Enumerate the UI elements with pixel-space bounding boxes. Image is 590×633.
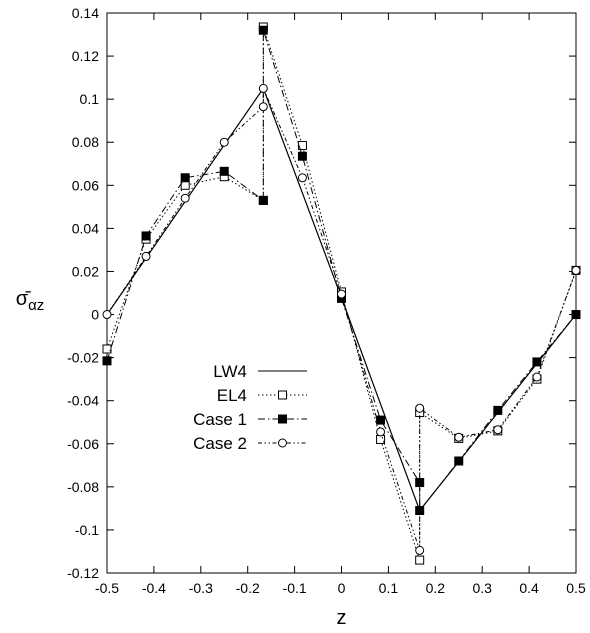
y-axis-label-subscript: αz — [28, 297, 44, 314]
x-tick-label: 0 — [338, 580, 346, 596]
data-point — [258, 195, 268, 205]
data-point — [454, 432, 464, 442]
data-point — [141, 231, 151, 241]
data-point — [258, 25, 268, 35]
legend-label: Case 1 — [193, 410, 247, 429]
data-point — [258, 102, 268, 112]
data-point — [376, 427, 386, 437]
legend-marker — [278, 390, 287, 400]
data-point — [493, 425, 503, 435]
x-tick-label: -0.1 — [283, 580, 307, 596]
y-tick-label: 0.02 — [72, 263, 99, 279]
y-tick-label: -0.12 — [67, 565, 99, 581]
series-line — [106, 26, 577, 561]
data-point — [571, 265, 581, 275]
data-point — [337, 289, 346, 299]
y-tick-label: -0.08 — [67, 479, 99, 495]
data-point — [102, 310, 112, 320]
data-point — [297, 151, 307, 161]
series-line — [106, 88, 577, 551]
y-tick-label: 0.1 — [80, 91, 100, 107]
legend-item: LW4 — [213, 362, 307, 381]
x-tick-label: -0.3 — [189, 580, 213, 596]
data-point — [415, 545, 425, 555]
series-layer — [102, 22, 581, 565]
data-point — [297, 140, 307, 150]
y-tick-label: 0.06 — [72, 177, 99, 193]
legend: LW4 EL4 Case 1 Case 2 — [193, 362, 307, 453]
series-case-2 — [102, 83, 581, 555]
y-tick-label: -0.06 — [67, 436, 99, 452]
series-case-1 — [102, 25, 581, 516]
legend-label: LW4 — [213, 362, 247, 381]
data-point — [415, 555, 425, 565]
data-point — [454, 456, 464, 466]
data-point — [297, 173, 307, 183]
x-tick-label: 0.5 — [566, 580, 586, 596]
y-tick-label: 0.04 — [72, 220, 99, 236]
y-axis-label: σ̄αz — [16, 288, 45, 314]
legend-item: EL4 — [217, 386, 307, 405]
legend-marker — [278, 414, 287, 424]
x-tick-label: 0.2 — [426, 580, 446, 596]
legend-marker — [278, 438, 287, 448]
x-tick-label: 0.1 — [379, 580, 399, 596]
data-point — [415, 478, 425, 488]
data-point — [415, 506, 425, 516]
x-tick-label: 0.4 — [519, 580, 539, 596]
data-point — [532, 372, 542, 382]
axis-ticks: -0.5 -0.4 -0.3 -0.2 -0.1 0 0.1 0.2 0.3 0.4 0.5 -0.1… — [67, 5, 586, 596]
data-point — [493, 405, 503, 415]
data-point — [532, 357, 542, 367]
data-point — [376, 434, 386, 444]
legend-item: Case 2 — [193, 434, 307, 453]
x-tick-label: -0.4 — [142, 580, 166, 596]
data-point — [219, 137, 229, 147]
series-line — [106, 30, 577, 512]
y-tick-label: 0.12 — [72, 48, 99, 64]
data-point — [102, 356, 112, 366]
legend-label: EL4 — [217, 386, 247, 405]
data-point — [180, 193, 190, 203]
y-tick-label: -0.04 — [67, 393, 99, 409]
data-point — [258, 83, 268, 93]
data-point — [415, 403, 425, 413]
x-axis-label: z — [337, 607, 347, 629]
data-point — [376, 415, 386, 425]
y-tick-label: 0.08 — [72, 134, 99, 150]
x-tick-label: -0.2 — [236, 580, 260, 596]
y-tick-label: 0.14 — [72, 5, 99, 21]
data-point — [180, 173, 190, 183]
x-tick-label: -0.5 — [95, 580, 119, 596]
data-point — [102, 344, 112, 354]
y-axis-label-main: σ̄ — [16, 288, 31, 310]
x-tick-label: 0.3 — [472, 580, 492, 596]
legend-label: Case 2 — [193, 434, 247, 453]
data-point — [141, 251, 151, 261]
y-tick-label: 0 — [91, 307, 99, 323]
y-tick-label: -0.1 — [75, 522, 99, 538]
legend-item: Case 1 — [193, 410, 307, 429]
data-point — [571, 310, 581, 320]
data-point — [219, 166, 229, 176]
y-tick-label: -0.02 — [67, 350, 99, 366]
